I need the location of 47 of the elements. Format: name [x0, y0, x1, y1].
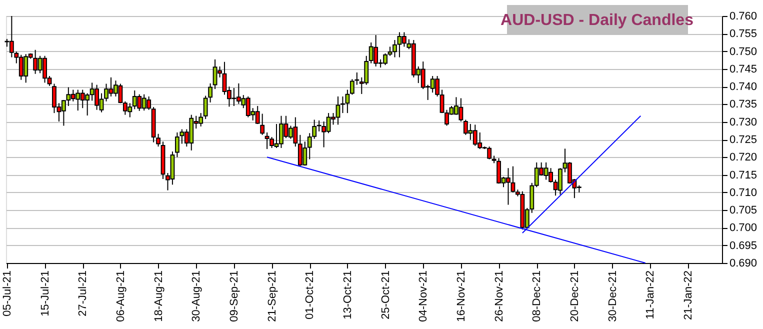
y-tick-label: 0.760 [730, 10, 758, 22]
x-tick-label: 01-Oct-21 [304, 270, 316, 320]
x-tick-label: 04-Nov-21 [418, 270, 430, 322]
y-tick-label: 0.750 [730, 46, 758, 58]
y-tick-label: 0.710 [730, 186, 758, 199]
candlestick [340, 96, 345, 114]
candlestick [203, 95, 208, 120]
x-tick-label: 26-Nov-21 [493, 270, 506, 322]
x-tick-label: 11-Jan-22 [644, 270, 657, 320]
x-tick-label: 09-Sep-21 [228, 270, 240, 322]
candlestick [156, 133, 160, 148]
x-tick-label: 30-Aug-21 [190, 270, 203, 322]
x-tick-label: 21-Sep-21 [266, 270, 278, 322]
x-tick-label: 13-Oct-21 [342, 270, 354, 320]
x-tick-label: 15-Jul-21 [39, 270, 52, 316]
candlestick [174, 132, 180, 158]
x-tick-label: 08-Dec-21 [531, 270, 544, 322]
candlestick [316, 120, 322, 132]
y-tick-label: 0.755 [730, 28, 758, 40]
candlestick [260, 113, 265, 136]
chart-title: AUD-USD - Daily Candles [500, 12, 694, 29]
x-tick-label: 25-Oct-21 [380, 270, 392, 320]
y-tick-label: 0.745 [730, 63, 758, 76]
x-tick-label: 16-Nov-21 [455, 270, 468, 322]
candlestick [322, 121, 326, 148]
x-tick-label: 30-Dec-21 [606, 270, 619, 322]
candlestick [345, 89, 350, 114]
y-tick-label: 0.695 [730, 240, 758, 252]
y-tick-label: 0.715 [730, 169, 758, 182]
x-tick-label: 06-Aug-21 [114, 270, 127, 322]
y-tick-label: 0.705 [730, 204, 758, 217]
candlestick [402, 32, 406, 48]
x-tick-label: 05-Jul-21 [1, 270, 14, 316]
x-tick-label: 27-Jul-21 [77, 270, 90, 316]
y-tick-label: 0.720 [730, 152, 758, 164]
y-tick-label: 0.700 [730, 222, 758, 234]
y-tick-label: 0.730 [730, 116, 758, 128]
candlestick [350, 78, 354, 96]
candlestick [354, 72, 360, 86]
y-tick-label: 0.735 [730, 98, 758, 111]
y-tick-label: 0.690 [730, 258, 758, 270]
x-tick-label: 21-Jan-22 [682, 270, 694, 320]
y-tick-label: 0.740 [730, 81, 758, 94]
candlestick [208, 82, 213, 103]
x-tick-label: 20-Dec-21 [568, 270, 581, 322]
y-tick-label: 0.725 [730, 134, 758, 146]
x-tick-label: 18-Aug-21 [152, 270, 165, 322]
